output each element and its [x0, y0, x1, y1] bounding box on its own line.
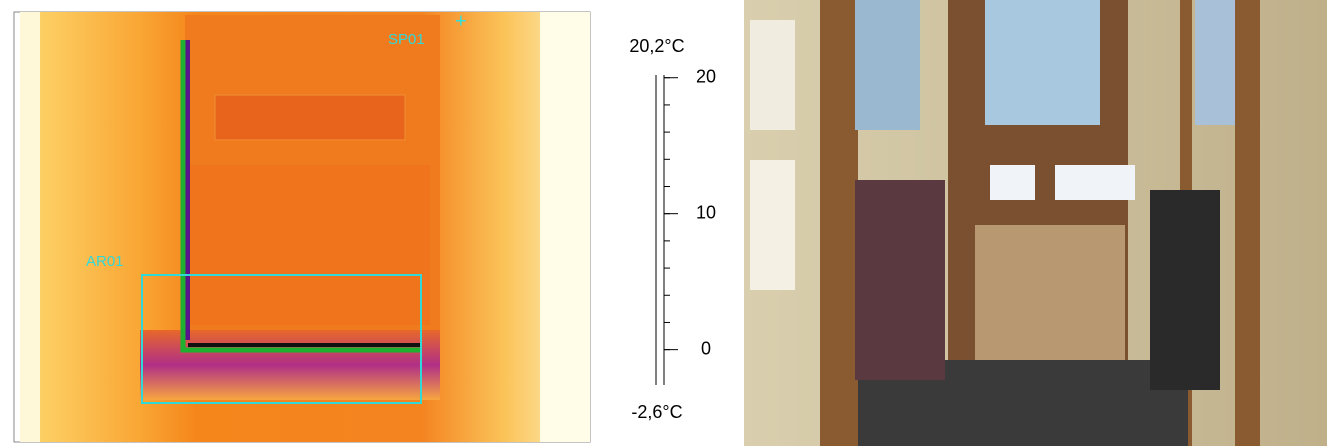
scale-max-label: 20,2°C: [629, 36, 684, 56]
area-box: [141, 274, 422, 404]
thermal-image: [20, 12, 590, 442]
photo: [744, 0, 1327, 446]
tick-label: 10: [696, 202, 716, 222]
spot-marker: +: [455, 10, 467, 32]
spot-label: SP01: [388, 31, 425, 48]
scale-min-label: -2,6°C: [631, 402, 682, 422]
scale-axis: 20 10 0: [655, 66, 716, 385]
tick-label: 0: [701, 338, 711, 358]
area-label: AR01: [86, 253, 124, 270]
tick-label: 20: [696, 66, 716, 86]
